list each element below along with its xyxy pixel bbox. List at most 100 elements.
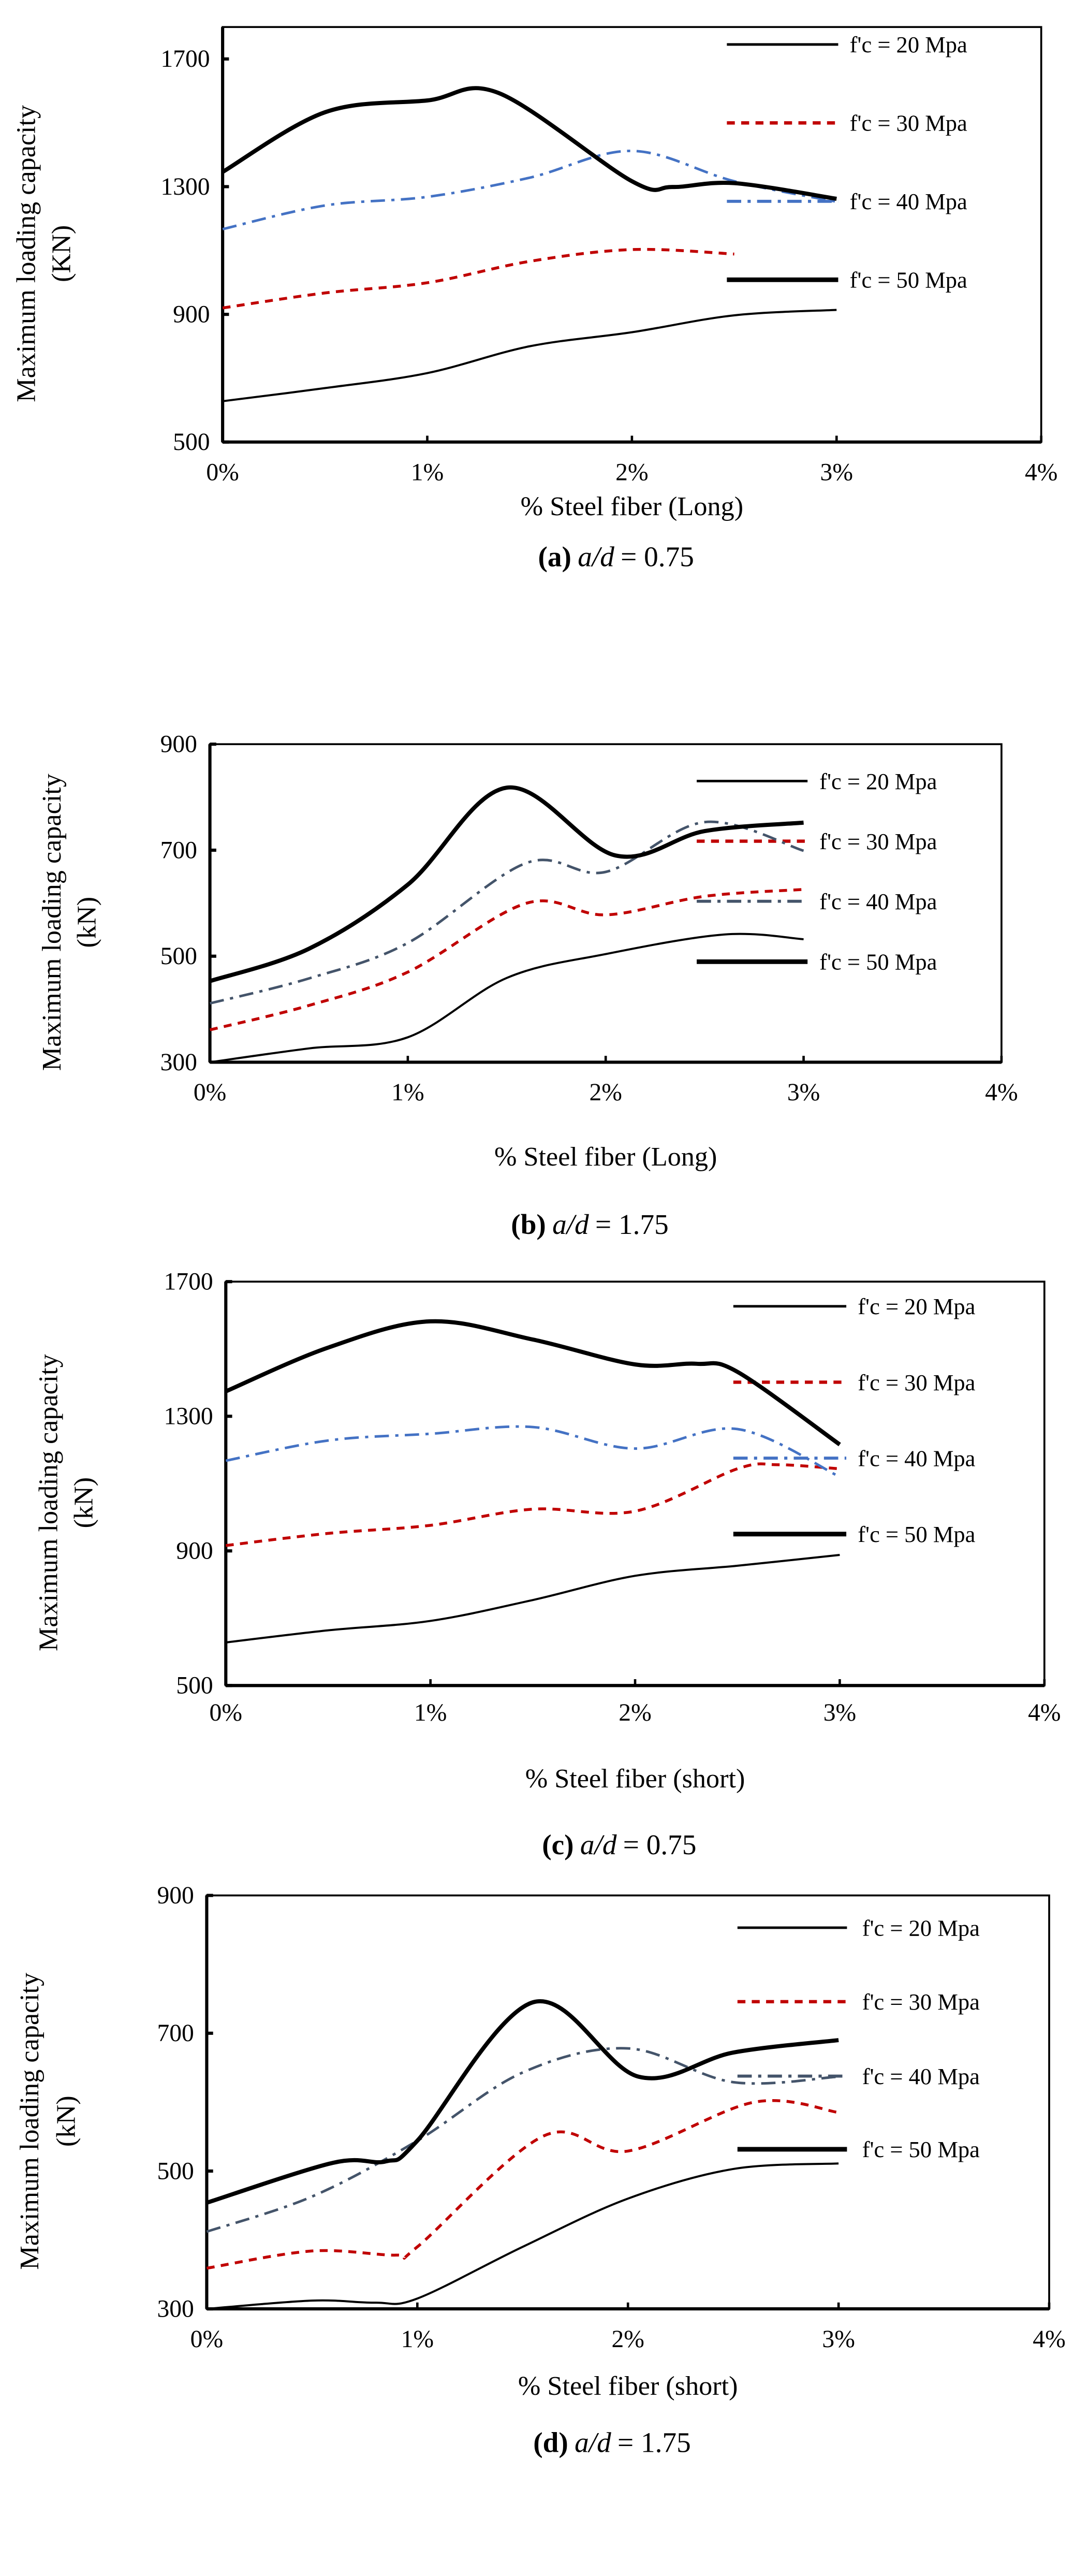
series-line-3 bbox=[206, 2047, 839, 2233]
x-tick-label: 2% bbox=[619, 1699, 651, 1726]
legend-label: f'c = 50 Mpa bbox=[819, 949, 937, 975]
x-tick-label: 2% bbox=[590, 1079, 622, 1106]
x-tick-label: 1% bbox=[401, 2326, 434, 2353]
series-line-1 bbox=[207, 2162, 839, 2310]
series-line-1 bbox=[226, 1554, 840, 1644]
x-tick-label: 1% bbox=[391, 1079, 424, 1106]
panel-caption: (b) a/d = 1.75 bbox=[511, 1209, 668, 1240]
y-tick-label: 500 bbox=[173, 429, 210, 456]
x-axis-title: % Steel fiber (short) bbox=[525, 1764, 745, 1794]
y-axis-unit: (kN) bbox=[71, 897, 101, 948]
series-line-4 bbox=[225, 1319, 841, 1447]
legend-label: f'c = 40 Mpa bbox=[850, 188, 967, 214]
caption-letter: (b) bbox=[511, 1209, 546, 1240]
y-axis-title: Maximum loading capacity bbox=[37, 774, 67, 1071]
y-axis-unit: (KN) bbox=[46, 225, 76, 282]
x-tick-label: 3% bbox=[787, 1079, 820, 1106]
y-tick-label: 1700 bbox=[160, 46, 210, 72]
caption-letter: (a) bbox=[538, 541, 571, 572]
series-line-4 bbox=[206, 1999, 839, 2205]
chart-panel-b: 300 500 700 900 0% 1% 2% 3% 4% % Steel fiber (Lon… bbox=[37, 731, 1018, 1241]
panel-caption: (d) a/d = 1.75 bbox=[533, 2426, 690, 2458]
caption-ratio: a/d bbox=[575, 2426, 611, 2458]
x-tick-label: 4% bbox=[1033, 2326, 1065, 2353]
x-axis-title: % Steel fiber (Long) bbox=[521, 491, 743, 521]
x-tick-label: 2% bbox=[612, 2326, 644, 2353]
caption-value: = 0.75 bbox=[623, 1829, 697, 1860]
legend-label: f'c = 50 Mpa bbox=[858, 1521, 975, 1547]
x-tick-label: 1% bbox=[411, 459, 444, 486]
y-tick-label: 900 bbox=[176, 1538, 213, 1565]
series-line-2 bbox=[209, 887, 804, 1031]
y-tick-label: 300 bbox=[157, 2295, 194, 2322]
caption-ratio: a/d bbox=[580, 1829, 617, 1860]
caption-ratio: a/d bbox=[552, 1209, 589, 1240]
x-tick-label: 0% bbox=[194, 1079, 226, 1106]
x-tick-label: 3% bbox=[820, 459, 853, 486]
panel-caption: (c) a/d = 0.75 bbox=[542, 1829, 696, 1860]
y-axis-title: Maximum loading capacity bbox=[34, 1354, 64, 1651]
series-line-3 bbox=[222, 149, 837, 230]
x-tick-label: 2% bbox=[615, 459, 648, 486]
y-tick-label: 900 bbox=[173, 301, 210, 328]
caption-value: = 0.75 bbox=[621, 541, 694, 572]
y-axis-title: Maximum loading capacity bbox=[11, 105, 41, 402]
y-axis-title: Maximum loading capacity bbox=[14, 1973, 45, 2270]
y-axis-unit: (kN) bbox=[51, 2095, 81, 2147]
legend-label: f'c = 20 Mpa bbox=[819, 768, 937, 794]
series-line-2 bbox=[222, 248, 734, 310]
legend-label: f'c = 30 Mpa bbox=[850, 110, 967, 136]
x-tick-label: 0% bbox=[206, 459, 239, 486]
series-line-3 bbox=[225, 1425, 841, 1478]
y-tick-label: 500 bbox=[176, 1672, 213, 1699]
y-tick-label: 900 bbox=[160, 731, 197, 758]
chart-panel-a: 500 900 1300 1700 0% 1% 2% 3% 4% % Steel fiber (L… bbox=[11, 26, 1057, 572]
legend-label: f'c = 40 Mpa bbox=[862, 2063, 980, 2089]
plot-frame bbox=[205, 1894, 1050, 2310]
x-tick-label: 4% bbox=[1028, 1699, 1061, 1726]
x-tick-label: 3% bbox=[823, 1699, 856, 1726]
legend-label: f'c = 30 Mpa bbox=[819, 828, 937, 854]
y-axis-unit: (kN) bbox=[68, 1477, 98, 1529]
plot-frame bbox=[222, 26, 1042, 443]
x-tick-label: 4% bbox=[1025, 459, 1057, 486]
x-tick-label: 4% bbox=[985, 1079, 1018, 1106]
series-line-2 bbox=[206, 2099, 839, 2270]
x-axis-title: % Steel fiber (short) bbox=[518, 2371, 738, 2401]
series-line-1 bbox=[210, 933, 804, 1064]
legend-label: f'c = 20 Mpa bbox=[862, 1915, 980, 1941]
legend-label: f'c = 40 Mpa bbox=[819, 889, 937, 914]
chart-panel-c: 500 900 1300 1700 0% 1% 2% 3% 4% % Steel fiber (s… bbox=[34, 1269, 1061, 1860]
caption-letter: (c) bbox=[542, 1829, 573, 1860]
y-tick-label: 500 bbox=[157, 2158, 194, 2185]
series-line-1 bbox=[222, 309, 837, 402]
x-tick-label: 0% bbox=[210, 1699, 242, 1726]
caption-ratio: a/d bbox=[578, 541, 614, 572]
legend-label: f'c = 30 Mpa bbox=[858, 1370, 975, 1395]
chart-panel-d: 300 500 700 900 0% 1% 2% 3% 4% % Steel fiber (sho… bbox=[14, 1882, 1066, 2458]
legend-label: f'c = 20 Mpa bbox=[850, 32, 967, 57]
panel-caption: (a) a/d = 0.75 bbox=[538, 541, 694, 572]
y-tick-label: 1700 bbox=[164, 1269, 213, 1296]
caption-value: = 1.75 bbox=[617, 2426, 691, 2458]
y-tick-label: 1300 bbox=[164, 1403, 213, 1430]
caption-value: = 1.75 bbox=[595, 1209, 669, 1240]
y-tick-label: 900 bbox=[157, 1882, 194, 1909]
x-tick-label: 0% bbox=[190, 2326, 223, 2353]
x-axis-title: % Steel fiber (Long) bbox=[494, 1142, 717, 1172]
y-tick-label: 700 bbox=[157, 2020, 194, 2047]
y-tick-label: 300 bbox=[160, 1049, 197, 1076]
y-tick-label: 1300 bbox=[160, 173, 210, 200]
series-line-3 bbox=[209, 820, 804, 1005]
legend-label: f'c = 50 Mpa bbox=[850, 267, 967, 293]
x-tick-label: 1% bbox=[414, 1699, 447, 1726]
x-tick-label: 3% bbox=[822, 2326, 855, 2353]
legend-label: f'c = 20 Mpa bbox=[858, 1293, 975, 1319]
series-line-2 bbox=[225, 1462, 840, 1547]
y-tick-label: 700 bbox=[160, 837, 197, 864]
legend-label: f'c = 30 Mpa bbox=[862, 1989, 980, 2015]
caption-letter: (d) bbox=[533, 2426, 568, 2458]
series-line-4 bbox=[222, 86, 837, 201]
y-tick-label: 500 bbox=[160, 943, 197, 970]
